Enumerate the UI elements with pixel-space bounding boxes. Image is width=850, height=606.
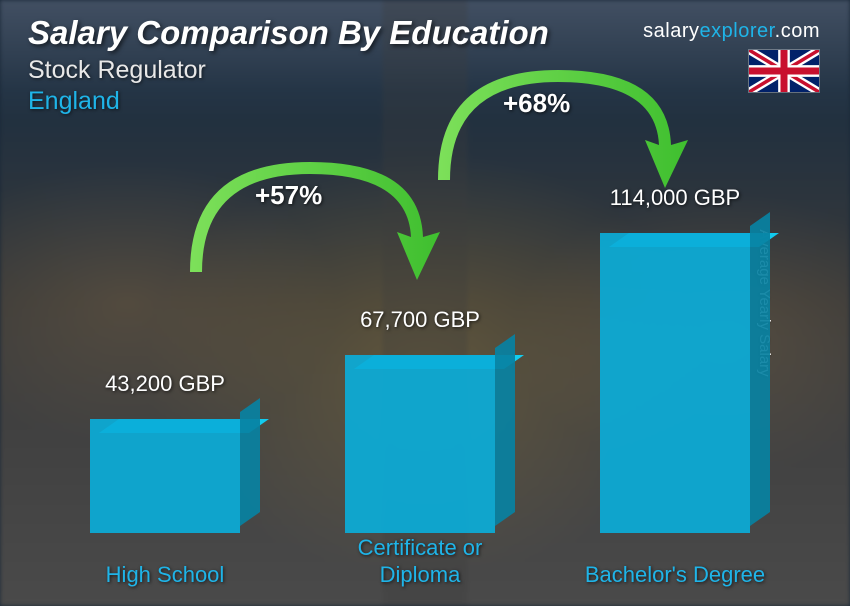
increase-label: +57% [255,180,322,211]
bar-group: 114,000 GBP [590,233,760,533]
brand-plain: salary [643,20,699,42]
bar-category-label: Bachelor's Degree [570,562,780,588]
brand-suffix: .com [775,20,820,42]
bar-category-label: Certificate or Diploma [315,535,525,588]
brand-accent: explorer [700,20,775,42]
brand: salaryexplorer.com [643,20,820,98]
bar-side [240,398,260,526]
bar [90,419,240,533]
bar-chart: 43,200 GBPHigh School67,700 GBPCertifica… [45,150,765,588]
bar-category-label: High School [60,562,270,588]
bar [345,355,495,533]
bar-value-label: 43,200 GBP [65,371,265,397]
bar-front [600,233,750,533]
bar-value-label: 114,000 GBP [575,185,775,211]
uk-flag-icon [748,49,820,93]
bar [600,233,750,533]
bar-group: 43,200 GBP [80,419,250,533]
bar-side [495,334,515,526]
bar-group: 67,700 GBP [335,355,505,533]
increase-label: +68% [503,88,570,119]
bar-front [345,355,495,533]
bar-front [90,419,240,533]
brand-text: salaryexplorer.com [643,20,820,43]
bar-value-label: 67,700 GBP [320,307,520,333]
increase-arrow-icon [165,142,455,302]
bar-side [750,212,770,526]
